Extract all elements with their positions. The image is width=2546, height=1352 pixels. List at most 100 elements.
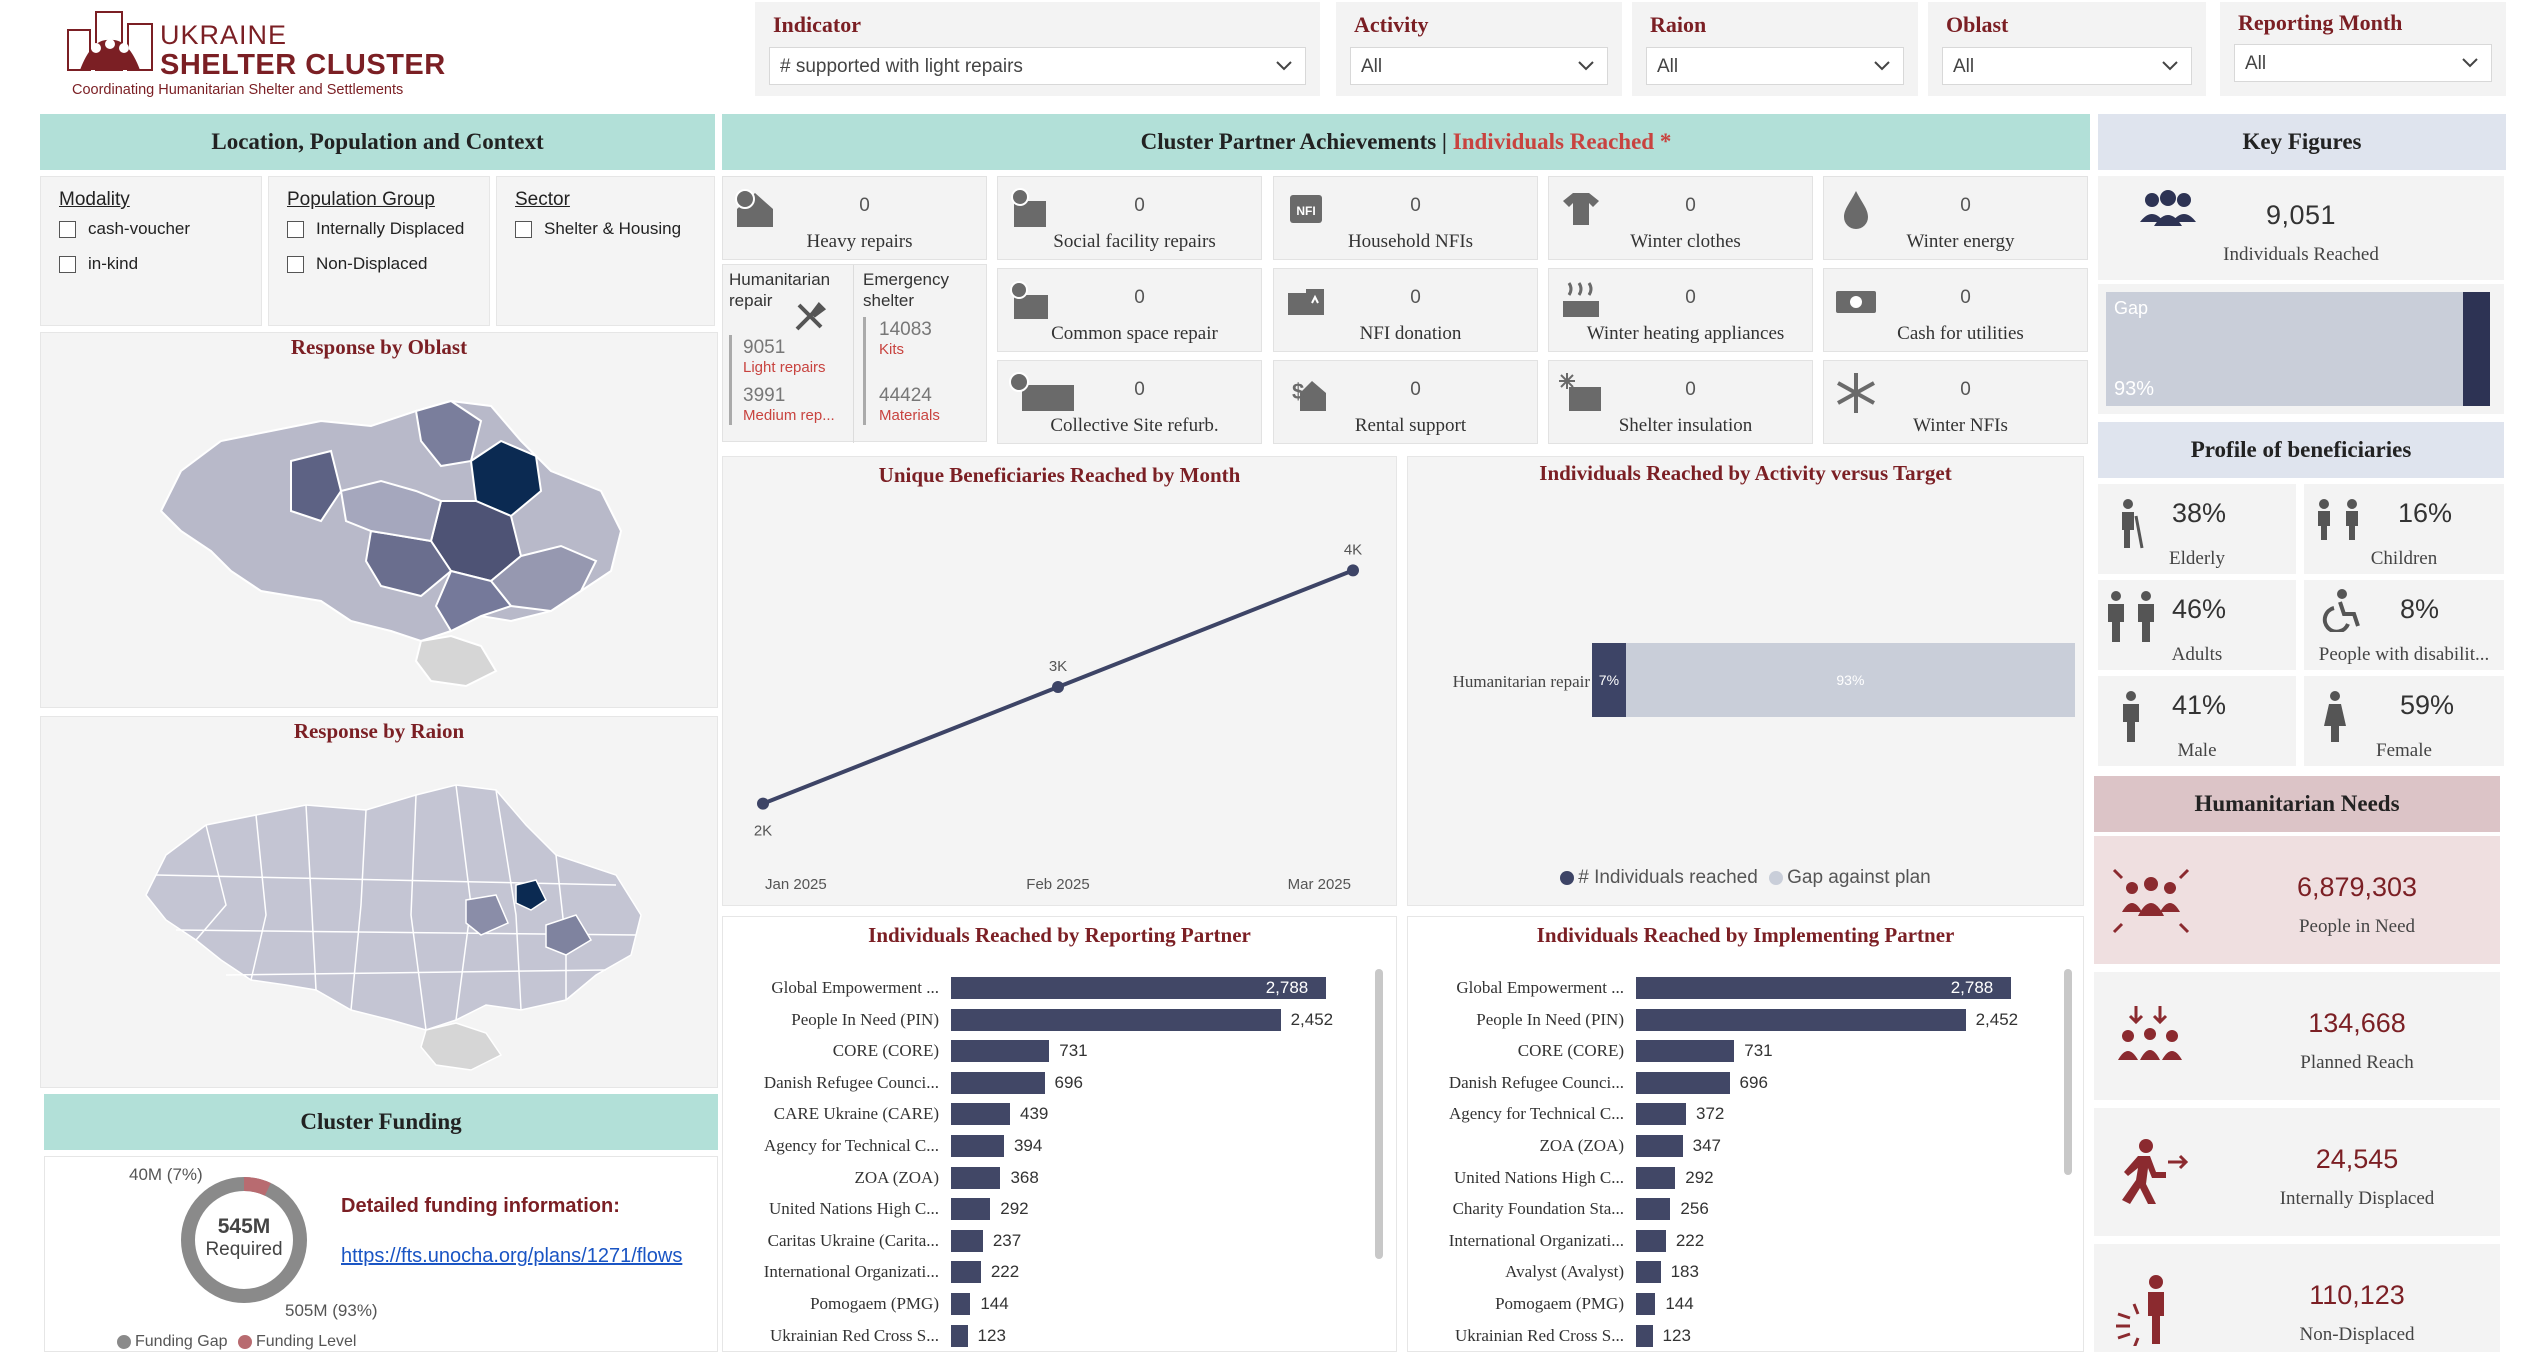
bar[interactable] xyxy=(951,1166,1001,1189)
oblast-dropdown[interactable]: All xyxy=(1942,47,2192,85)
bar[interactable] xyxy=(1636,1198,1671,1221)
bar-row[interactable]: ZOA (ZOA) 368 xyxy=(723,1165,1363,1191)
bar-row[interactable]: Global Empowerment ... 2,788 xyxy=(1408,975,2048,1001)
bar-row[interactable]: Agency for Technical C... 372 xyxy=(1408,1101,2048,1127)
bar[interactable] xyxy=(951,977,1326,999)
funding-level-arc[interactable] xyxy=(181,1177,307,1303)
scrollbar[interactable] xyxy=(1375,969,1383,1259)
tile-label: Winter clothes xyxy=(1630,231,1741,252)
raion-dropdown[interactable]: All xyxy=(1646,47,1904,85)
checkbox[interactable] xyxy=(59,255,76,273)
bar-row[interactable]: Global Empowerment ... 2,788 xyxy=(723,975,1363,1001)
fts-funding-link[interactable]: https://fts.unocha.org/plans/1271/flows xyxy=(341,1245,683,1267)
bar[interactable] xyxy=(951,1229,983,1252)
bar[interactable] xyxy=(951,1071,1045,1094)
slicer-option-non-displaced[interactable]: Non-Displaced xyxy=(287,254,428,274)
tile-winter-heating[interactable]: 0 Winter heating appliances xyxy=(1548,268,1813,352)
slicer-option-in-kind[interactable]: in-kind xyxy=(59,254,138,274)
bar[interactable] xyxy=(1636,1261,1661,1284)
bar[interactable] xyxy=(1636,1166,1676,1189)
bar-row[interactable]: Avalyst (Avalyst) 183 xyxy=(1408,1259,2048,1285)
gap-segment[interactable]: 93% xyxy=(1625,643,2075,717)
indicator-dropdown[interactable]: # supported with light repairs xyxy=(769,47,1306,85)
bar-row[interactable]: CORE (CORE) 731 xyxy=(1408,1038,2048,1064)
funding-donut[interactable] xyxy=(179,1175,309,1305)
checkbox[interactable] xyxy=(515,220,532,238)
tile-heavy-repairs[interactable]: 0 Heavy repairs xyxy=(722,176,987,260)
slicer-option-idp[interactable]: Internally Displaced xyxy=(287,219,464,239)
bar[interactable] xyxy=(1636,1040,1735,1063)
bar[interactable] xyxy=(1636,1135,1683,1157)
stacked-bar[interactable]: 7% 93% xyxy=(1592,643,2075,717)
tile-nfi-donation[interactable]: 0 NFI donation xyxy=(1273,268,1538,352)
bar[interactable] xyxy=(951,1008,1281,1031)
data-point[interactable] xyxy=(757,797,769,810)
bar-row[interactable]: Agency for Technical C... 394 xyxy=(723,1133,1363,1159)
reporting-month-dropdown[interactable]: All xyxy=(2234,44,2492,82)
bar-row[interactable]: International Organizati... 222 xyxy=(723,1259,1363,1285)
bar-value-label: 256 xyxy=(1680,1199,1709,1219)
bar-row[interactable]: Ukrainian Red Cross S... 123 xyxy=(723,1323,1363,1349)
bar-row[interactable]: CARE Ukraine (CARE) 439 xyxy=(723,1101,1363,1127)
gap-progress-bar[interactable]: Gap 93% xyxy=(2106,292,2490,406)
profile-label: Adults xyxy=(2171,644,2223,665)
checkbox[interactable] xyxy=(287,255,304,273)
tile-winter-clothes[interactable]: 0 Winter clothes xyxy=(1548,176,1813,260)
bar-row[interactable]: Danish Refugee Counci... 696 xyxy=(1408,1070,2048,1096)
data-point[interactable] xyxy=(1052,681,1064,693)
activity-dropdown[interactable]: All xyxy=(1350,47,1608,85)
tile-social-facility[interactable]: 0 Social facility repairs xyxy=(997,176,1262,260)
bar-row[interactable]: People In Need (PIN) 2,452 xyxy=(1408,1007,2048,1033)
bar[interactable] xyxy=(951,1293,971,1315)
tile-winter-energy[interactable]: 0 Winter energy xyxy=(1823,176,2088,260)
checkbox[interactable] xyxy=(59,220,76,238)
bar[interactable] xyxy=(1636,1071,1730,1094)
tile-cash-utilities[interactable]: 0 Cash for utilities xyxy=(1823,268,2088,352)
tile-value: 0 xyxy=(859,195,870,216)
bar[interactable] xyxy=(951,1261,981,1284)
bar-row[interactable]: United Nations High C... 292 xyxy=(723,1196,1363,1222)
bar-row[interactable]: Charity Foundation Sta... 256 xyxy=(1408,1196,2048,1222)
bar[interactable] xyxy=(1636,977,2011,999)
slicer-option-shelter-housing[interactable]: Shelter & Housing xyxy=(515,219,681,239)
need-value: 24,545 xyxy=(2315,1144,2399,1174)
slicer-option-cash-voucher[interactable]: cash-voucher xyxy=(59,219,190,239)
tile-collective-site[interactable]: 0 Collective Site refurb. xyxy=(997,360,1262,444)
profile-adults: 46% Adults xyxy=(2098,580,2296,670)
checkbox[interactable] xyxy=(287,220,304,238)
tools-icon xyxy=(795,301,827,331)
bar[interactable] xyxy=(1636,1229,1666,1252)
bar[interactable] xyxy=(951,1198,991,1221)
reached-segment[interactable]: 7% xyxy=(1592,643,1626,717)
bar[interactable] xyxy=(951,1324,968,1347)
bar-row[interactable]: Ukrainian Red Cross S... 123 xyxy=(1408,1323,2048,1349)
tile-shelter-insulation[interactable]: 0 Shelter insulation xyxy=(1548,360,1813,444)
bar[interactable] xyxy=(951,1135,1004,1157)
bar-row[interactable]: United Nations High C... 292 xyxy=(1408,1165,2048,1191)
bar[interactable] xyxy=(1636,1103,1686,1126)
bar-row[interactable]: International Organizati... 222 xyxy=(1408,1228,2048,1254)
bar-row[interactable]: Caritas Ukraine (Carita... 237 xyxy=(723,1228,1363,1254)
bar-row[interactable]: CORE (CORE) 731 xyxy=(723,1038,1363,1064)
data-point[interactable] xyxy=(1347,564,1359,577)
bar[interactable] xyxy=(951,1040,1050,1063)
bar[interactable] xyxy=(951,1103,1010,1126)
tile-winter-nfis[interactable]: 0 Winter NFIs xyxy=(1823,360,2088,444)
bar-row[interactable]: Danish Refugee Counci... 696 xyxy=(723,1070,1363,1096)
tile-rental-support[interactable]: $ 0 Rental support xyxy=(1273,360,1538,444)
bar-row[interactable]: ZOA (ZOA) 347 xyxy=(1408,1133,2048,1159)
bar-row[interactable]: Pomogaem (PMG) 144 xyxy=(723,1291,1363,1317)
ukraine-raion-map[interactable] xyxy=(136,765,666,1075)
tile-value: 0 xyxy=(1685,195,1696,216)
bar-category-label: Danish Refugee Counci... xyxy=(763,1072,939,1092)
bar[interactable] xyxy=(1636,1293,1656,1315)
tile-common-space[interactable]: 0 Common space repair xyxy=(997,268,1262,352)
ukraine-oblast-map[interactable] xyxy=(151,381,651,691)
bar-row[interactable]: People In Need (PIN) 2,452 xyxy=(723,1007,1363,1033)
bar[interactable] xyxy=(1636,1008,1966,1031)
scrollbar[interactable] xyxy=(2064,969,2072,1175)
tile-household-nfis[interactable]: NFI 0 Household NFIs xyxy=(1273,176,1538,260)
bar[interactable] xyxy=(1636,1324,1653,1347)
bar-row[interactable]: Pomogaem (PMG) 144 xyxy=(1408,1291,2048,1317)
line-chart-svg[interactable]: 2K Jan 2025 3K Feb 2025 4K Mar 2025 xyxy=(723,457,1398,907)
